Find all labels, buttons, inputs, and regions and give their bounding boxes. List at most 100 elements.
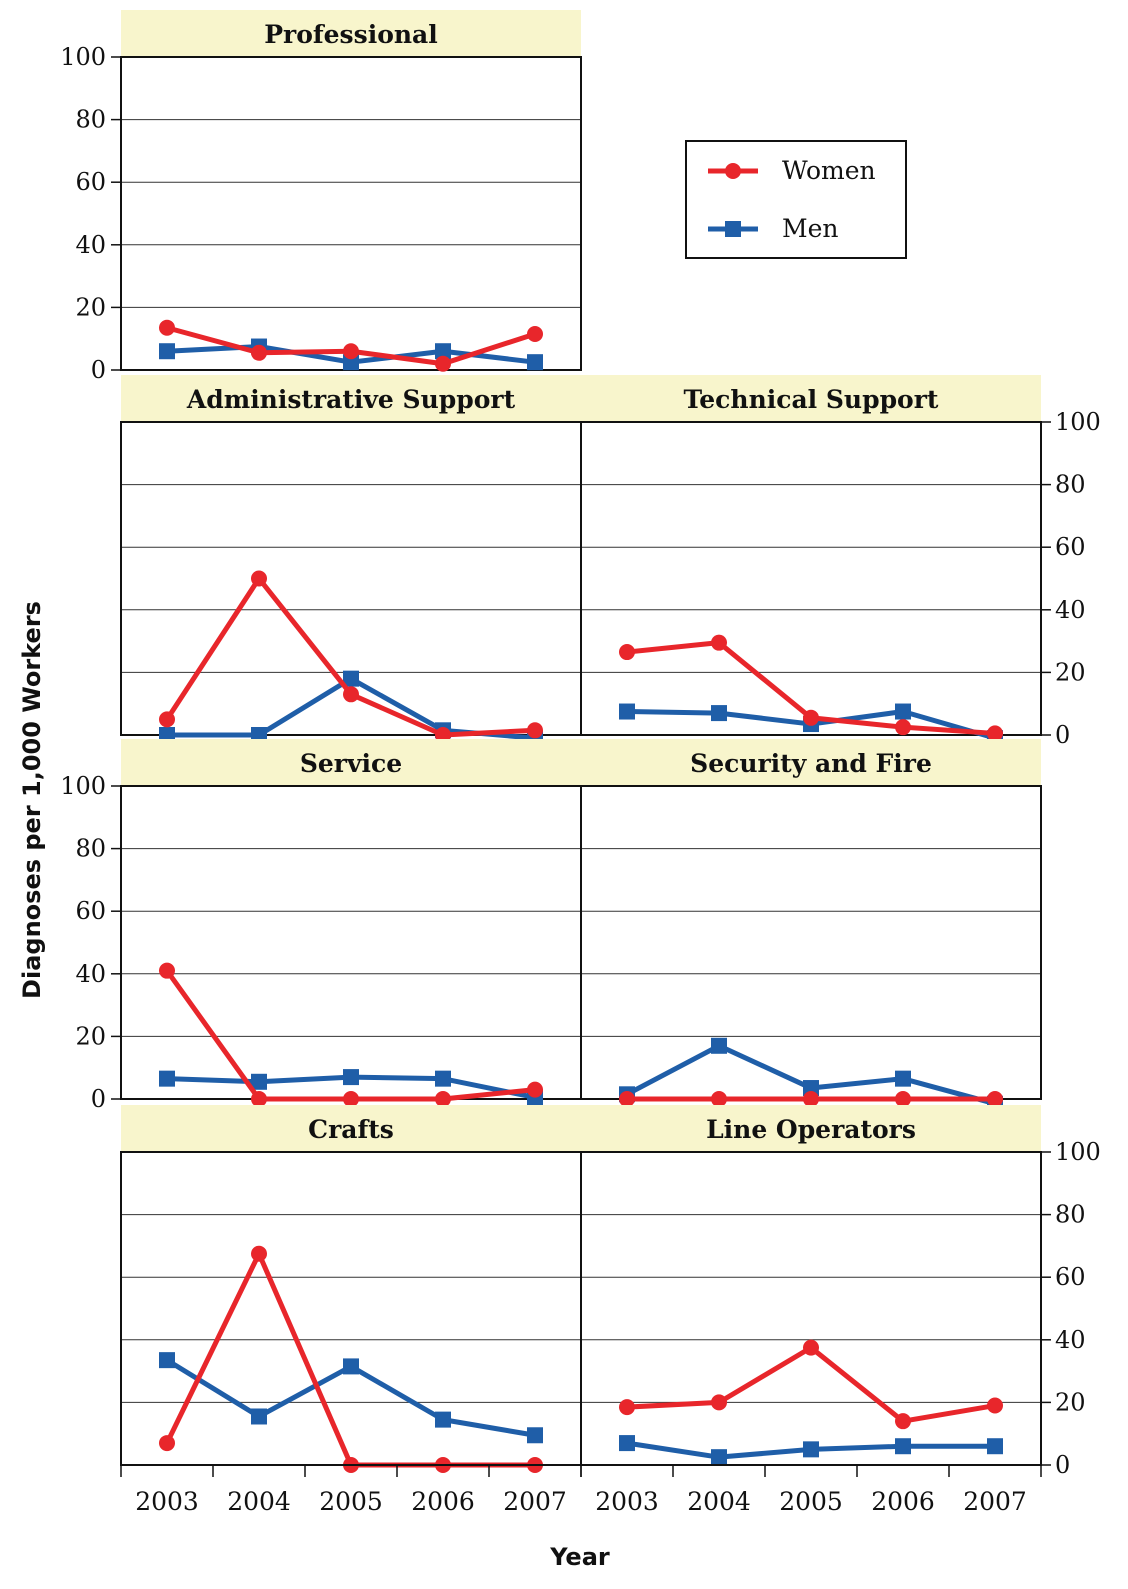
data-point-men <box>435 1411 451 1428</box>
legend-label-women: Women <box>782 156 876 185</box>
data-point-men <box>159 1352 175 1369</box>
x-tick-label: 2004 <box>687 1487 751 1516</box>
panel-header <box>121 739 581 786</box>
panel-frame <box>580 421 1042 736</box>
data-point-men <box>435 343 451 360</box>
y-tick-label: 40 <box>75 231 106 259</box>
panel-security-and-fire: Security and Fire <box>580 739 1042 1112</box>
panel-header <box>581 739 1041 786</box>
data-point-men <box>251 1073 267 1090</box>
data-point-men <box>803 1080 819 1097</box>
data-point-women <box>987 725 1003 742</box>
data-point-women <box>619 1091 635 1107</box>
data-point-men <box>343 354 359 371</box>
y-tick-label: 0 <box>91 356 106 384</box>
data-point-men <box>159 1070 175 1087</box>
y-tick-label: 40 <box>1055 596 1086 624</box>
y-tick-label: 100 <box>1055 408 1101 436</box>
data-point-women <box>711 1394 727 1411</box>
data-point-women <box>987 1397 1003 1414</box>
legend-marker-women <box>725 163 741 179</box>
data-point-men <box>895 1438 911 1455</box>
series-women <box>619 1091 1003 1107</box>
x-tick-label: 2006 <box>871 1487 935 1516</box>
y-tick-label: 20 <box>75 293 106 321</box>
panel-crafts: Crafts <box>120 1105 582 1473</box>
series-women <box>159 570 543 743</box>
x-tick-label: 2007 <box>963 1487 1027 1516</box>
y-tick-label: 40 <box>1055 1326 1086 1354</box>
data-point-women <box>619 1399 635 1416</box>
y-tick-label: 60 <box>75 168 106 196</box>
data-point-men <box>159 343 175 360</box>
panel-title: Service <box>300 749 402 778</box>
series-women <box>159 319 543 372</box>
data-point-men <box>343 1358 359 1375</box>
y-tick-label: 80 <box>1055 1201 1086 1229</box>
panel-title: Security and Fire <box>690 749 932 778</box>
panel-title: Line Operators <box>706 1115 916 1144</box>
data-point-women <box>619 644 635 661</box>
data-point-women <box>251 1245 267 1262</box>
data-point-men <box>895 1070 911 1087</box>
y-tick-label: 60 <box>75 897 106 925</box>
y-tick-label: 20 <box>75 1022 106 1050</box>
series-women <box>619 634 1003 742</box>
legend-box <box>685 140 907 259</box>
panel-professional: Professional 0 20 40 60 80 100 <box>60 10 582 384</box>
data-point-women <box>159 711 175 728</box>
panel-title: Technical Support <box>684 385 939 414</box>
y-tick-label: 0 <box>1055 721 1070 749</box>
panel-title: Administrative Support <box>186 385 516 414</box>
data-point-men <box>711 705 727 722</box>
panel-header <box>121 1105 581 1152</box>
data-point-women <box>251 344 267 361</box>
x-tick-label: 2006 <box>411 1487 475 1516</box>
data-point-women <box>711 1091 727 1107</box>
y-tick-label: 20 <box>1055 1388 1086 1416</box>
data-point-women <box>803 1091 819 1107</box>
data-point-men <box>343 670 359 687</box>
data-point-men <box>619 1435 635 1452</box>
data-point-women <box>343 686 359 703</box>
series-men <box>159 1352 543 1444</box>
x-tick-label: 2005 <box>319 1487 383 1516</box>
series-men <box>159 1069 543 1106</box>
panel-frame <box>120 56 582 371</box>
panel-header <box>581 1105 1041 1152</box>
y-tick-label: 60 <box>1055 1263 1086 1291</box>
panel-service: Service 0 20 40 60 80 100 <box>60 739 582 1113</box>
data-point-women <box>527 326 543 343</box>
data-point-men <box>619 703 635 720</box>
data-point-women <box>527 722 543 739</box>
data-point-men <box>711 1449 727 1466</box>
panel-frame <box>580 785 1042 1100</box>
data-point-women <box>159 962 175 979</box>
data-point-women <box>895 719 911 736</box>
data-point-men <box>895 703 911 720</box>
panel-header <box>121 375 581 422</box>
legend-label-men: Men <box>782 214 839 243</box>
x-axis-title: Year <box>549 1543 610 1571</box>
x-axis: 2003 2004 2005 2006 2007 2003 2004 2005 2006 2007 <box>120 1464 1042 1516</box>
data-point-women <box>895 1091 911 1107</box>
y-tick-label: 0 <box>1055 1451 1070 1479</box>
x-tick-label: 2003 <box>135 1487 199 1516</box>
legend-marker-men <box>725 221 741 237</box>
y-axis-title: Diagnoses per 1,000 Workers <box>18 601 46 999</box>
panel-frame <box>120 785 582 1100</box>
data-point-men <box>251 1408 267 1425</box>
panel-header <box>581 375 1041 422</box>
data-point-men <box>803 1441 819 1458</box>
x-tick-label: 2003 <box>595 1487 659 1516</box>
panel-title: Professional <box>264 20 438 49</box>
y-tick-label: 0 <box>91 1085 106 1113</box>
data-point-men <box>435 1070 451 1087</box>
data-point-women <box>527 1081 543 1098</box>
data-point-men <box>527 1427 543 1444</box>
y-tick-label: 100 <box>60 43 106 71</box>
panel-administrative-support: Administrative Support <box>120 375 582 747</box>
data-point-women <box>435 1091 451 1107</box>
data-point-women <box>343 1091 359 1107</box>
